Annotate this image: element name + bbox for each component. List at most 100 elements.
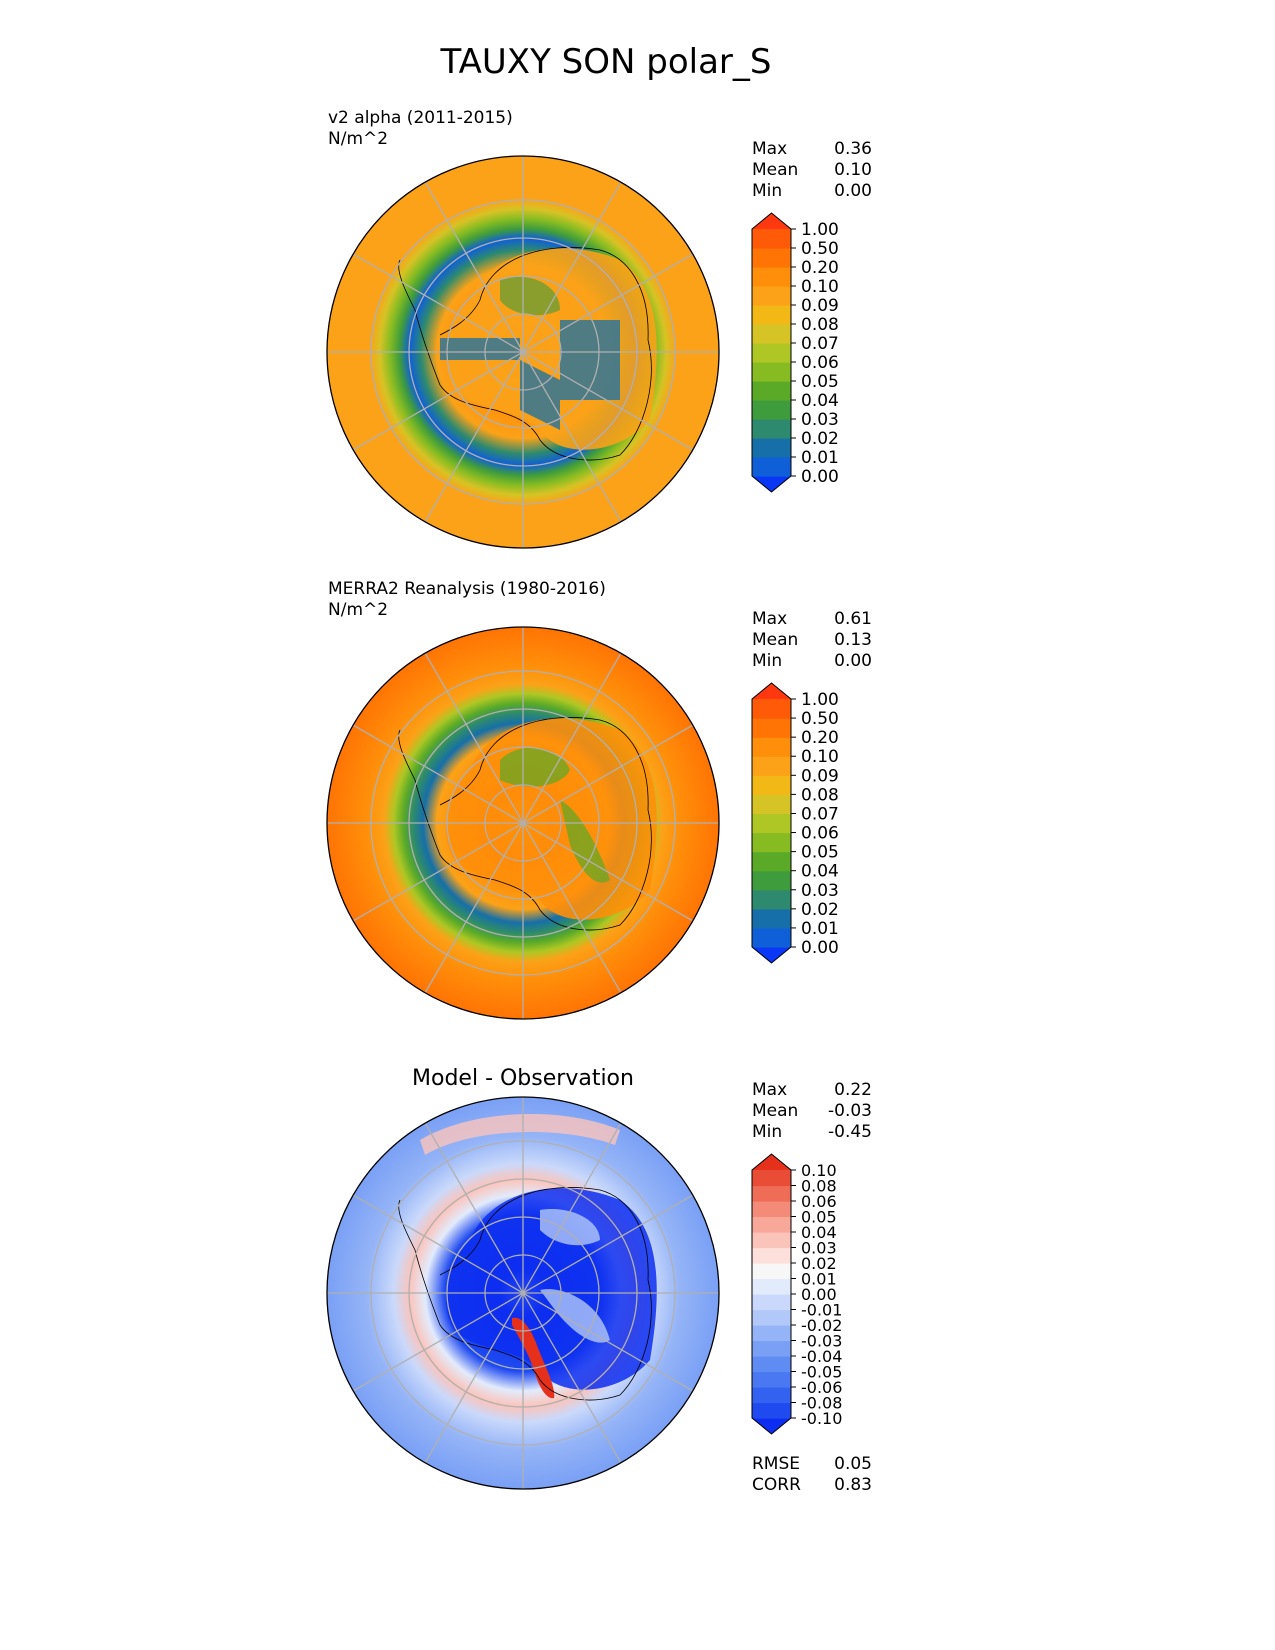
colorbar-bin: [752, 927, 791, 948]
colorbar-bin: [752, 737, 791, 757]
colorbar-tick-label: -0.03: [801, 1332, 842, 1351]
colorbar-tick-label: 0.00: [801, 938, 839, 958]
colorbar-bin: [752, 419, 791, 439]
colorbar-bin: [752, 699, 791, 719]
colorbar-extend-max: [752, 213, 791, 229]
colorbar-tick-label: 0.04: [801, 391, 839, 411]
colorbar-tick-label: -0.10: [801, 1409, 842, 1428]
colorbar-bin: [752, 775, 791, 795]
stat-value: 0.10: [834, 160, 872, 180]
colorbar-tick-label: 0.04: [801, 1223, 837, 1242]
colorbar-tick-label: 0.07: [801, 804, 839, 824]
colorbar-tick-label: 0.01: [801, 448, 839, 468]
colorbar-tick-label: -0.06: [801, 1378, 842, 1397]
colorbar-tick-label: 0.20: [801, 258, 839, 278]
colorbar-tick-label: 0.00: [801, 1285, 837, 1304]
colorbar-bin: [752, 1387, 791, 1404]
colorbar-tick-label: 0.01: [801, 919, 839, 939]
panel-title: MERRA2 Reanalysis (1980-2016): [328, 579, 606, 599]
interior-low-field: [500, 747, 610, 883]
stat-value: -0.03: [828, 1101, 872, 1121]
stat-label: Min: [752, 1122, 782, 1142]
coastline: [398, 717, 652, 931]
colorbar-tick-label: 0.05: [801, 1208, 837, 1227]
stat-value: -0.45: [828, 1122, 872, 1142]
colorbar-tick-label: 0.01: [801, 1270, 837, 1289]
colorbar: 1.000.500.200.100.090.080.070.060.050.04…: [751, 212, 839, 493]
stat-label: Max: [752, 609, 787, 629]
colorbar-tick-label: 0.08: [801, 315, 839, 335]
colorbar-bin: [752, 718, 791, 738]
colorbar-bin: [752, 1201, 791, 1218]
colorbar-tick-label: 0.03: [801, 410, 839, 430]
colorbar-bin: [752, 1170, 791, 1187]
colorbar-tick-label: 0.09: [801, 766, 839, 786]
figure-title: TAUXY SON polar_S: [440, 42, 772, 82]
colorbar-bin: [752, 870, 791, 891]
colorbar-bin: [752, 1247, 791, 1264]
stat-value: 0.00: [834, 181, 872, 201]
colorbar-bin: [752, 1294, 791, 1311]
colorbar-tick-label: 1.00: [801, 690, 839, 710]
polar-map: [326, 1096, 720, 1490]
colorbar-tick-label: 0.05: [801, 843, 839, 863]
colorbar-tick-label: -0.02: [801, 1316, 842, 1335]
colorbar-bin: [752, 1325, 791, 1342]
stat-label: Max: [752, 139, 787, 159]
colorbar-tick-label: 1.00: [801, 220, 839, 240]
colorbar-tick-label: -0.08: [801, 1394, 842, 1413]
metric-value: 0.05: [834, 1454, 872, 1474]
colorbar-bin: [752, 1232, 791, 1249]
coastline: [398, 247, 652, 461]
colorbar-bin: [752, 889, 791, 910]
map-boundary: [326, 155, 720, 549]
colorbar-bin: [752, 438, 791, 458]
colorbar-bin: [752, 794, 791, 815]
colorbar-bin: [752, 908, 791, 929]
colorbar-tick-label: 0.07: [801, 334, 839, 354]
colorbar-bin: [752, 457, 791, 477]
colorbar-bin: [752, 343, 791, 363]
stat-label: Mean: [752, 1101, 798, 1121]
polar-map: [326, 626, 720, 1020]
stat-value: 0.13: [834, 630, 872, 650]
colorbar-bin: [752, 1371, 791, 1388]
stat-value: 0.22: [834, 1080, 872, 1100]
stat-value: 0.61: [834, 609, 872, 629]
colorbar-bin: [752, 1185, 791, 1202]
colorbar-tick-label: 0.05: [801, 372, 839, 392]
colorbar-extend-min: [752, 947, 791, 963]
panel-difference: Model - Observation Max 0.22 Mean: [326, 1066, 872, 1495]
colorbar-bin: [752, 400, 791, 420]
coastal-positive-band: [420, 1113, 620, 1155]
stats-block: Max 0.61 Mean 0.13 Min 0.00: [752, 609, 872, 671]
panel-model: v2 alpha (2011-2015) N/m^2 Max 0.36 Mean: [326, 108, 872, 549]
colorbar-extend-min: [752, 476, 791, 492]
colorbar-tick-label: 0.03: [801, 1239, 837, 1258]
colorbar-bin: [752, 1216, 791, 1233]
colorbar-bin: [752, 851, 791, 872]
colorbar-tick-label: 0.10: [801, 277, 839, 297]
colorbar-tick-label: 0.08: [801, 785, 839, 805]
graticule: [327, 627, 719, 1019]
colorbar-tick-label: 0.50: [801, 709, 839, 729]
map-boundary: [326, 626, 720, 1020]
colorbar: 0.100.080.060.050.040.030.020.010.00-0.0…: [751, 1153, 842, 1435]
panel-units: N/m^2: [328, 600, 388, 620]
colorbar-tick-label: 0.09: [801, 296, 839, 316]
panel-observation: MERRA2 Reanalysis (1980-2016) N/m^2 Max …: [326, 579, 872, 1020]
colorbar-tick-label: -0.04: [801, 1347, 842, 1366]
colorbar-tick-label: 0.06: [801, 1192, 837, 1211]
colorbar-extend-max: [752, 683, 791, 699]
stat-value: 0.00: [834, 651, 872, 671]
graticule: [327, 156, 719, 548]
colorbar-tick-label: 0.02: [801, 429, 839, 449]
stat-label: Mean: [752, 160, 798, 180]
colorbar-tick-label: 0.10: [801, 1161, 837, 1180]
colorbar-bin: [752, 324, 791, 344]
colorbar-tick-label: 0.06: [801, 824, 839, 844]
colorbar-tick-label: -0.01: [801, 1301, 842, 1320]
colorbar-bin: [752, 1278, 791, 1295]
colorbar-tick-label: 0.04: [801, 862, 839, 882]
